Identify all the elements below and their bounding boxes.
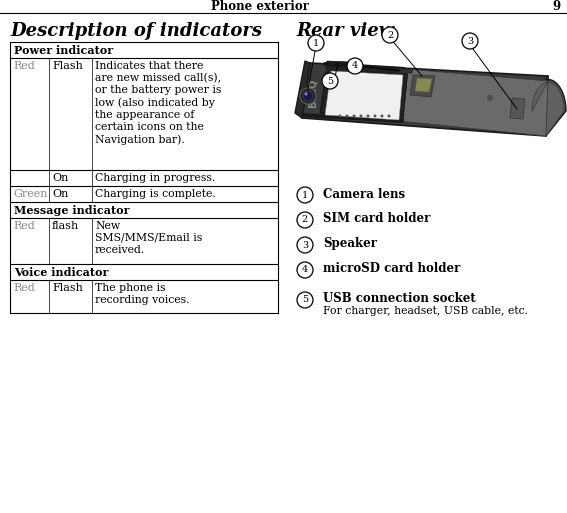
- Circle shape: [366, 114, 370, 117]
- Circle shape: [387, 114, 391, 117]
- Text: SIM card holder: SIM card holder: [323, 212, 430, 226]
- Text: For charger, headset, USB cable, etc.: For charger, headset, USB cable, etc.: [323, 306, 528, 316]
- Text: microSD card holder: microSD card holder: [323, 263, 460, 275]
- Text: Red: Red: [13, 283, 35, 293]
- Text: Flash: Flash: [52, 283, 83, 293]
- Polygon shape: [295, 61, 310, 118]
- Text: Camera lens: Camera lens: [323, 187, 405, 201]
- Polygon shape: [410, 75, 435, 97]
- Circle shape: [300, 88, 316, 104]
- Circle shape: [345, 114, 349, 117]
- Text: 2: 2: [387, 30, 393, 40]
- Circle shape: [322, 73, 338, 89]
- Text: On: On: [52, 189, 69, 199]
- Text: Charging is complete.: Charging is complete.: [95, 189, 216, 199]
- Text: Speaker: Speaker: [323, 238, 377, 250]
- Circle shape: [297, 237, 313, 253]
- Circle shape: [347, 58, 363, 74]
- Text: 4: 4: [352, 62, 358, 70]
- Text: 5: 5: [302, 295, 308, 305]
- Circle shape: [297, 187, 313, 203]
- Circle shape: [353, 114, 356, 117]
- Text: Rear view: Rear view: [296, 22, 394, 40]
- Circle shape: [488, 95, 493, 101]
- Text: Indicates that there
are new missed call(s),
or the battery power is
low (also i: Indicates that there are new missed call…: [95, 61, 221, 145]
- Circle shape: [297, 212, 313, 228]
- Polygon shape: [510, 98, 525, 119]
- Circle shape: [304, 92, 307, 95]
- Text: 3: 3: [467, 36, 473, 46]
- Text: Charging in progress.: Charging in progress.: [95, 173, 215, 183]
- Text: 3: 3: [302, 241, 308, 249]
- Text: 2: 2: [302, 215, 308, 225]
- Text: 5: 5: [327, 76, 333, 86]
- Text: 4: 4: [302, 266, 308, 274]
- Text: Flash: Flash: [52, 61, 83, 71]
- Text: 1: 1: [313, 38, 319, 48]
- Text: BenQ: BenQ: [308, 78, 318, 108]
- Text: Red: Red: [13, 221, 35, 231]
- Polygon shape: [532, 81, 564, 136]
- Text: Power indicator: Power indicator: [14, 45, 113, 55]
- Circle shape: [308, 35, 324, 51]
- Text: Green: Green: [13, 189, 48, 199]
- Text: On: On: [52, 173, 69, 183]
- Text: Voice indicator: Voice indicator: [14, 266, 108, 278]
- Circle shape: [380, 114, 383, 117]
- Polygon shape: [415, 78, 432, 92]
- Text: New
SMS/MMS/Email is
received.: New SMS/MMS/Email is received.: [95, 221, 202, 255]
- Polygon shape: [326, 61, 350, 66]
- Circle shape: [338, 114, 341, 117]
- Circle shape: [359, 114, 362, 117]
- Circle shape: [297, 292, 313, 308]
- Text: 9: 9: [552, 1, 560, 13]
- Circle shape: [303, 91, 313, 101]
- Polygon shape: [530, 76, 566, 136]
- Circle shape: [462, 33, 478, 49]
- Polygon shape: [398, 69, 413, 73]
- Text: Description of indicators: Description of indicators: [10, 22, 262, 40]
- Text: The phone is
recording voices.: The phone is recording voices.: [95, 283, 189, 305]
- Polygon shape: [400, 69, 548, 136]
- Polygon shape: [302, 63, 548, 136]
- Circle shape: [374, 114, 376, 117]
- Polygon shape: [320, 65, 408, 121]
- Text: 1: 1: [302, 190, 308, 200]
- Text: Message indicator: Message indicator: [14, 205, 129, 215]
- Circle shape: [297, 262, 313, 278]
- Text: Phone exterior: Phone exterior: [211, 1, 309, 13]
- Circle shape: [382, 27, 398, 43]
- Text: USB connection socket: USB connection socket: [323, 292, 476, 306]
- Text: flash: flash: [52, 221, 79, 231]
- Polygon shape: [325, 71, 403, 120]
- Polygon shape: [323, 62, 405, 71]
- Text: Red: Red: [13, 61, 35, 71]
- Polygon shape: [302, 113, 404, 123]
